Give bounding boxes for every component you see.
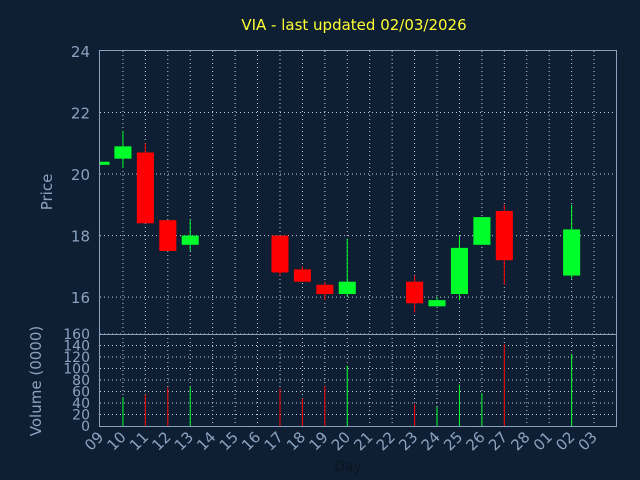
price-y-ticks: 16 18 20 22 24 [71,43,90,307]
price-tick-label: 20 [71,166,90,184]
candle-23 [406,275,424,313]
candle-10 [114,130,132,168]
candle-body [316,284,334,295]
volume-tick-label: 100 [63,362,90,378]
candle-19 [316,281,334,301]
volume-tick-label: 80 [72,373,90,389]
candle-24 [428,297,446,307]
candle-18 [293,266,311,282]
candle-body [271,235,289,273]
volume-bars [122,344,573,426]
candle-body [428,300,446,307]
volume-tick-label: 120 [63,350,90,366]
candle-25 [450,235,468,301]
candle-body [450,247,468,295]
candle-13 [181,220,199,251]
candle-body [100,161,110,165]
volume-tick-label: 20 [72,408,90,424]
candle-02 [563,204,581,279]
candle-body [406,281,424,304]
price-frame [99,50,617,335]
price-grid [100,51,616,334]
candle-09 [100,161,110,165]
x-axis-label: Day [334,459,362,475]
candle-11 [136,143,154,224]
candle-body [181,235,199,245]
candle-17 [271,235,289,276]
volume-tick-label: 160 [63,327,90,343]
volume-grid [100,333,616,426]
price-axis-label: Price [38,174,56,211]
candle-body [338,281,356,295]
price-tick-label: 16 [71,289,90,307]
volume-axis-label: Volume (0000) [27,326,45,436]
volume-tick-label: 140 [63,339,90,355]
price-tick-label: 18 [71,228,90,246]
candle-27 [495,204,513,285]
candle-body [293,269,311,282]
x-ticks: 0910111213141516171819202122232425262728… [81,428,601,454]
candle-body [136,152,154,224]
candle-body [563,229,581,276]
candles [100,130,581,313]
price-panel: 16 18 20 22 24 Price [38,43,617,335]
chart-title: VIA - last updated 02/03/2026 [241,16,466,34]
volume-tick-label: 60 [72,385,90,401]
candle-body [114,146,132,159]
volume-frame [99,334,617,427]
volume-tick-label: 40 [72,396,90,412]
price-tick-label: 22 [71,105,90,123]
candle-body [159,220,177,251]
x-tick-label: 03 [575,428,601,454]
candle-body [473,217,491,245]
candle-26 [473,217,491,245]
price-tick-label: 24 [71,43,90,61]
volume-tick-label: 0 [81,419,90,435]
candle-20 [338,238,356,298]
candle-12 [159,220,177,251]
candle-body [495,210,513,261]
